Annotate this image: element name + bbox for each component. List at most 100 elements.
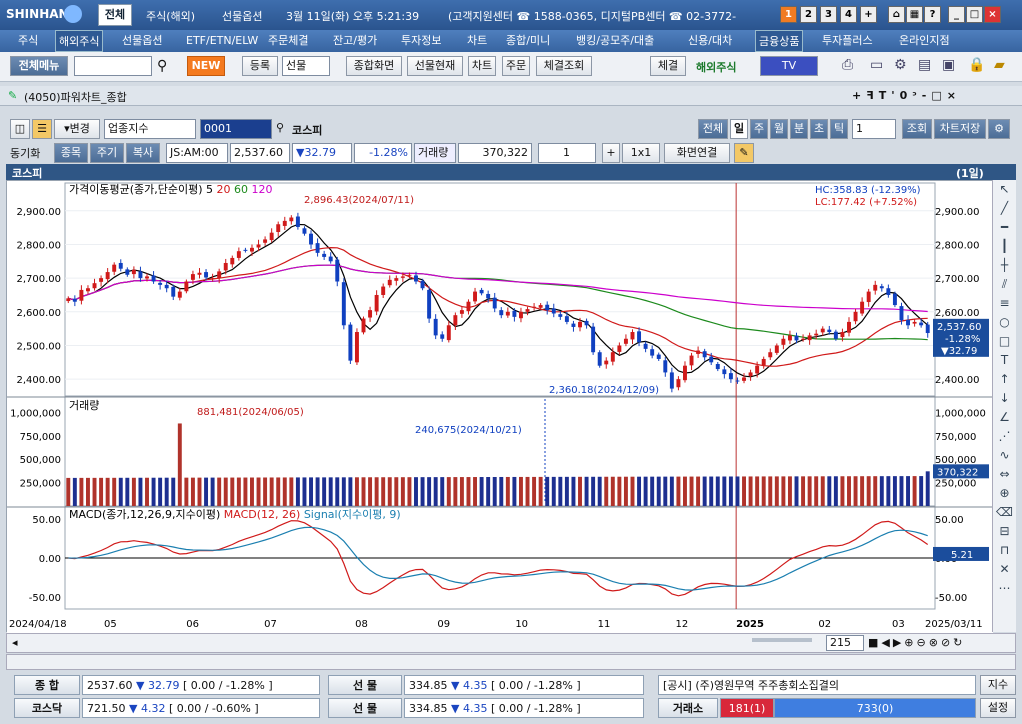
menu-etf[interactable]: ETF/ETN/ELW: [186, 34, 259, 47]
arrow-down-icon[interactable]: ↓: [999, 391, 1010, 405]
code-search-icon[interactable]: ⚲: [276, 121, 285, 134]
lock-icon[interactable]: 🔒: [968, 57, 986, 73]
horizontal-line-icon[interactable]: ━: [1000, 220, 1009, 234]
chart-svg[interactable]: 2,900.00 2,900.00 2,800.00 2,800.00 2,700.00…: [7, 181, 993, 633]
chart-settings-icon[interactable]: ⚙: [988, 119, 1010, 139]
sector-select[interactable]: 업종지수: [104, 119, 196, 139]
period-all[interactable]: 전체: [698, 119, 728, 139]
settle-button[interactable]: 체결: [650, 56, 686, 76]
trend-line-icon[interactable]: ╱: [1000, 201, 1009, 215]
pen-icon[interactable]: ✎: [734, 143, 754, 163]
wave-icon[interactable]: ∿: [999, 448, 1010, 462]
fibonacci-icon[interactable]: ≡: [999, 296, 1010, 310]
screen-link-button[interactable]: 화면연결: [664, 143, 730, 163]
more-tools-icon[interactable]: ⋯: [998, 581, 1011, 595]
layout-count-select[interactable]: 1: [538, 143, 596, 163]
period-tick[interactable]: 틱: [830, 119, 848, 139]
delete-icon[interactable]: ✕: [999, 562, 1010, 576]
add-screen-button[interactable]: +: [860, 6, 877, 23]
circle-icon[interactable]: ○: [999, 315, 1010, 329]
panel-toggle-icon[interactable]: ◫: [10, 119, 30, 139]
settings-button[interactable]: 설정: [980, 698, 1016, 718]
menu-info[interactable]: 투자정보: [401, 34, 442, 47]
magnet-icon[interactable]: ⊓: [999, 543, 1010, 557]
new-badge[interactable]: NEW: [187, 56, 225, 76]
cross-line-icon[interactable]: ┼: [1000, 258, 1009, 272]
period-day[interactable]: 일: [730, 119, 748, 139]
menu-plus[interactable]: 투자플러스: [822, 34, 873, 47]
layout-1x1-button[interactable]: 1x1: [622, 143, 660, 163]
fan-icon[interactable]: ⋰: [998, 429, 1011, 443]
menu-balance[interactable]: 잔고/평가: [333, 34, 378, 47]
count-select[interactable]: 1: [852, 119, 896, 139]
code-input[interactable]: 0001: [200, 119, 272, 139]
register-button[interactable]: 등록: [242, 56, 278, 76]
menu-order[interactable]: 주문체결: [268, 34, 309, 47]
sync-symbol-tab[interactable]: 종목: [54, 143, 88, 163]
rect-icon[interactable]: □: [998, 334, 1011, 348]
save-chart-button[interactable]: 차트저장: [934, 119, 986, 139]
execution-query-button[interactable]: 체결조회: [536, 56, 592, 76]
grid-icon[interactable]: ▦: [906, 6, 923, 23]
menu-chart[interactable]: 차트: [467, 34, 488, 47]
menu-products[interactable]: 금융상품: [755, 30, 804, 52]
full-menu-button[interactable]: 전체메뉴: [10, 56, 68, 76]
query-button[interactable]: 조회: [902, 119, 932, 139]
measure-icon[interactable]: ⇔: [999, 467, 1010, 481]
zoom-slider[interactable]: [752, 638, 812, 642]
chart-scroll-bar[interactable]: [6, 633, 1016, 653]
menu-credit[interactable]: 신용/대차: [688, 34, 733, 47]
arrow-up-icon[interactable]: ↑: [999, 372, 1010, 386]
menu-online[interactable]: 온라인지점: [899, 34, 950, 47]
tab-overseas-stock[interactable]: 주식(해외): [146, 10, 196, 23]
menu-futures[interactable]: 선물옵션: [122, 34, 163, 47]
tab-futures[interactable]: 선물옵션: [222, 10, 263, 23]
sync-copy-tab[interactable]: 복사: [126, 143, 160, 163]
screen-3-button[interactable]: 3: [820, 6, 837, 23]
change-button[interactable]: ▾변경: [54, 119, 100, 139]
layout-icon[interactable]: ▤: [918, 57, 932, 73]
notice-text[interactable]: [공시] (주)영원무역 주주총회소집결의: [658, 675, 976, 695]
index-button[interactable]: 지수: [980, 675, 1016, 695]
zoom-icon[interactable]: ⊕: [999, 486, 1010, 500]
settings-icon[interactable]: ⚙: [894, 57, 907, 73]
tv-button[interactable]: TV: [760, 56, 818, 76]
period-second[interactable]: 초: [810, 119, 828, 139]
text-icon[interactable]: T: [1000, 353, 1009, 367]
sync-period-tab[interactable]: 주기: [90, 143, 124, 163]
period-month[interactable]: 월: [770, 119, 788, 139]
chart-type-icon[interactable]: ☰: [32, 119, 52, 139]
menu-mini[interactable]: 종합/미니: [506, 34, 551, 47]
scroll-left-icon[interactable]: ◂: [12, 636, 18, 649]
restore-icon[interactable]: □: [966, 6, 983, 23]
window-controls[interactable]: +ꟻT'0ᵓ-□×: [852, 89, 961, 102]
minimize-icon[interactable]: _: [948, 6, 965, 23]
screen-icon[interactable]: ▭: [870, 57, 884, 73]
menu-banking[interactable]: 뱅킹/공모주/대출: [576, 34, 655, 47]
gann-icon[interactable]: ∠: [999, 410, 1010, 424]
order-button[interactable]: 주문: [502, 56, 530, 76]
eraser-icon[interactable]: ⌫: [996, 505, 1013, 519]
help-icon[interactable]: ?: [924, 6, 941, 23]
quick-select[interactable]: 선물: [282, 56, 330, 76]
futures-now-button[interactable]: 선물현재: [407, 56, 463, 76]
close-icon[interactable]: ×: [984, 6, 1001, 23]
chart-area[interactable]: 2,900.00 2,900.00 2,800.00 2,800.00 2,700.00…: [6, 180, 993, 633]
menu-stock[interactable]: 주식: [18, 34, 39, 47]
lock-tool-icon[interactable]: ⊟: [999, 524, 1010, 538]
overseas-stock-link[interactable]: 해외주식: [696, 61, 737, 74]
horizontal-scrollbar[interactable]: [6, 654, 1016, 670]
screen-4-button[interactable]: 4: [840, 6, 857, 23]
screen-2-button[interactable]: 2: [800, 6, 817, 23]
chart-nav-buttons[interactable]: ■◀▶⊕⊖⊗⊘↻: [868, 636, 966, 649]
summary-screen-button[interactable]: 종합화면: [346, 56, 402, 76]
window-icon[interactable]: ▣: [942, 57, 956, 73]
vertical-line-icon[interactable]: ┃: [1000, 239, 1009, 253]
chart-button[interactable]: 차트: [468, 56, 496, 76]
folder-icon[interactable]: ▰: [994, 57, 1005, 73]
search-icon[interactable]: ⚲: [157, 58, 168, 74]
home-icon[interactable]: ⌂: [888, 6, 905, 23]
add-layout-button[interactable]: +: [602, 143, 620, 163]
tab-all[interactable]: 전체: [98, 4, 132, 26]
cursor-icon[interactable]: ↖: [999, 182, 1010, 196]
